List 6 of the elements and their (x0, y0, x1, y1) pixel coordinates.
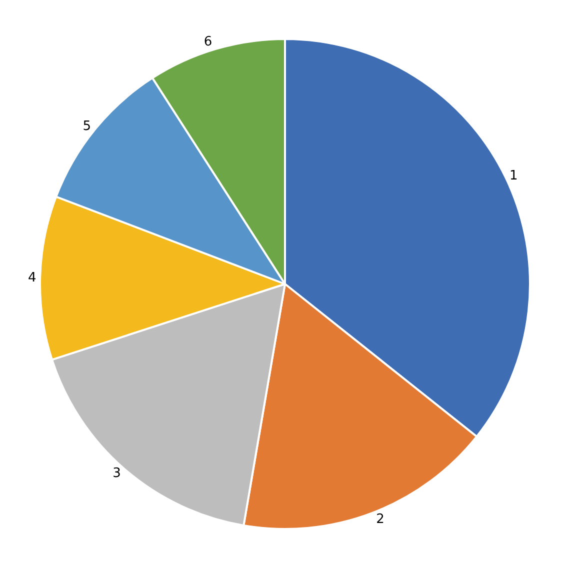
slice-label: 6 (204, 34, 212, 50)
slice-label: 2 (376, 512, 384, 527)
slice-label: 5 (82, 119, 92, 134)
slice-label: 1 (509, 168, 518, 184)
slice-label: 4 (28, 270, 36, 286)
slice-label: 3 (112, 466, 121, 482)
